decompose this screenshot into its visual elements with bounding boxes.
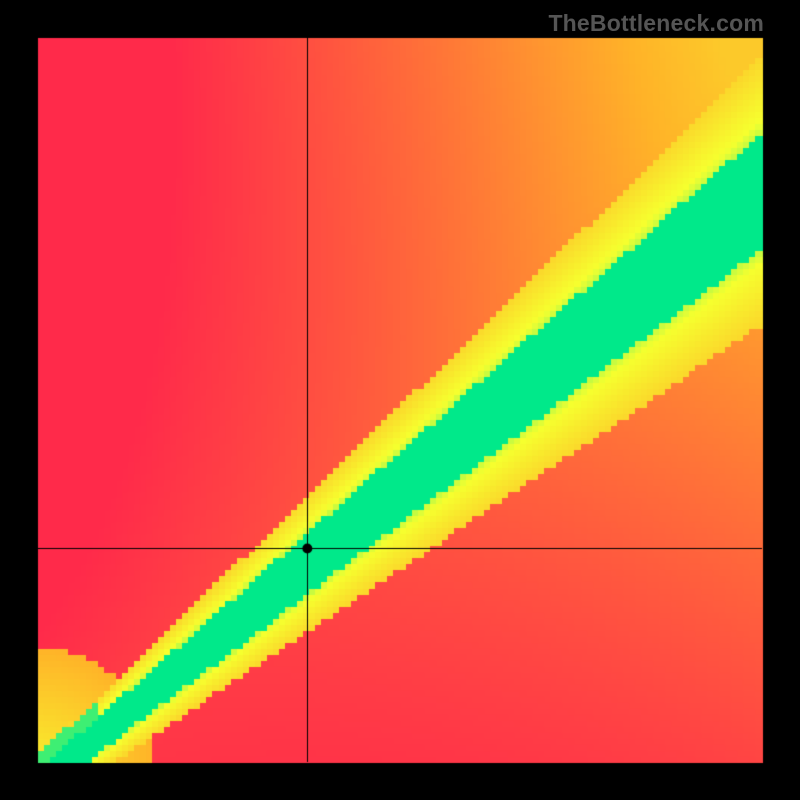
watermark-text: TheBottleneck.com [548,10,764,37]
heatmap-canvas [0,0,800,800]
chart-container: TheBottleneck.com [0,0,800,800]
